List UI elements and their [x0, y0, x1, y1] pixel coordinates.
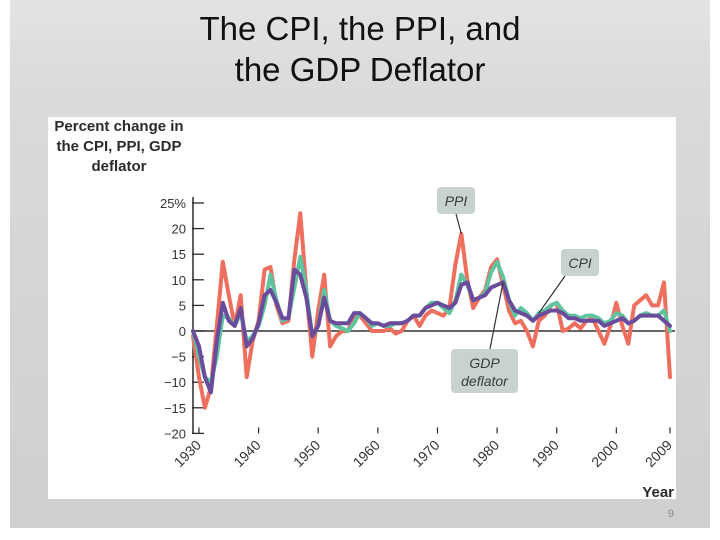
y-axis-label-line-2: the CPI, PPI, GDP — [56, 138, 182, 155]
callout-pointer-ppi — [455, 213, 462, 234]
slide-title-line-2: the GDP Deflator — [234, 51, 486, 88]
y-tick-label: 5 — [179, 298, 186, 313]
page-number: 9 — [667, 508, 674, 520]
x-tick-label: 1970 — [409, 437, 442, 470]
y-tick-label: 25% — [160, 196, 186, 211]
slide-title-line-1: The CPI, the PPI, and — [199, 10, 521, 47]
x-tick-label: 1950 — [290, 437, 323, 470]
callout-box-ppi — [437, 187, 475, 214]
x-tick-label: 1930 — [171, 437, 204, 470]
slide-title: The CPI, the PPI, and the GDP Deflator — [10, 8, 710, 90]
series-line-cpi — [191, 254, 672, 385]
series-line-gdp-deflator — [191, 267, 672, 395]
callout-label-gdp-deflator: GDP — [469, 355, 500, 371]
x-tick-label: 1990 — [528, 437, 561, 470]
y-axis-label: Percent change in the CPI, PPI, GDP defl… — [48, 117, 190, 177]
callout-box-gdp-deflator — [451, 349, 518, 393]
y-tick-label: −15 — [164, 401, 186, 416]
y-tick-label: 10 — [172, 273, 186, 288]
y-axis-label-line-1: Percent change in — [54, 118, 184, 135]
y-axis-label-line-3: deflator — [91, 158, 147, 175]
callout-label-ppi: PPI — [445, 193, 468, 209]
callout-box-cpi — [561, 249, 599, 276]
x-tick-label: 1960 — [350, 437, 383, 470]
y-tick-label: 20 — [172, 222, 186, 237]
x-tick-label: 2009 — [642, 437, 675, 470]
x-tick-label: 1940 — [230, 437, 263, 470]
callout-pointer-gdp-deflator — [489, 282, 504, 350]
x-tick-label: 2000 — [588, 437, 621, 470]
callout-label-gdp-deflator: deflator — [461, 373, 509, 389]
callout-pointer-cpi — [538, 275, 566, 314]
y-tick-label: −5 — [171, 350, 186, 365]
x-tick-label: 1980 — [469, 437, 502, 470]
y-tick-label: −10 — [164, 375, 186, 390]
callout-label-cpi: CPI — [568, 255, 591, 271]
chart-panel — [48, 117, 676, 499]
y-tick-label: 15 — [172, 247, 186, 262]
x-axis-label: Year — [642, 484, 674, 501]
y-tick-label: 0 — [179, 324, 186, 339]
y-tick-label: −20 — [164, 426, 186, 441]
